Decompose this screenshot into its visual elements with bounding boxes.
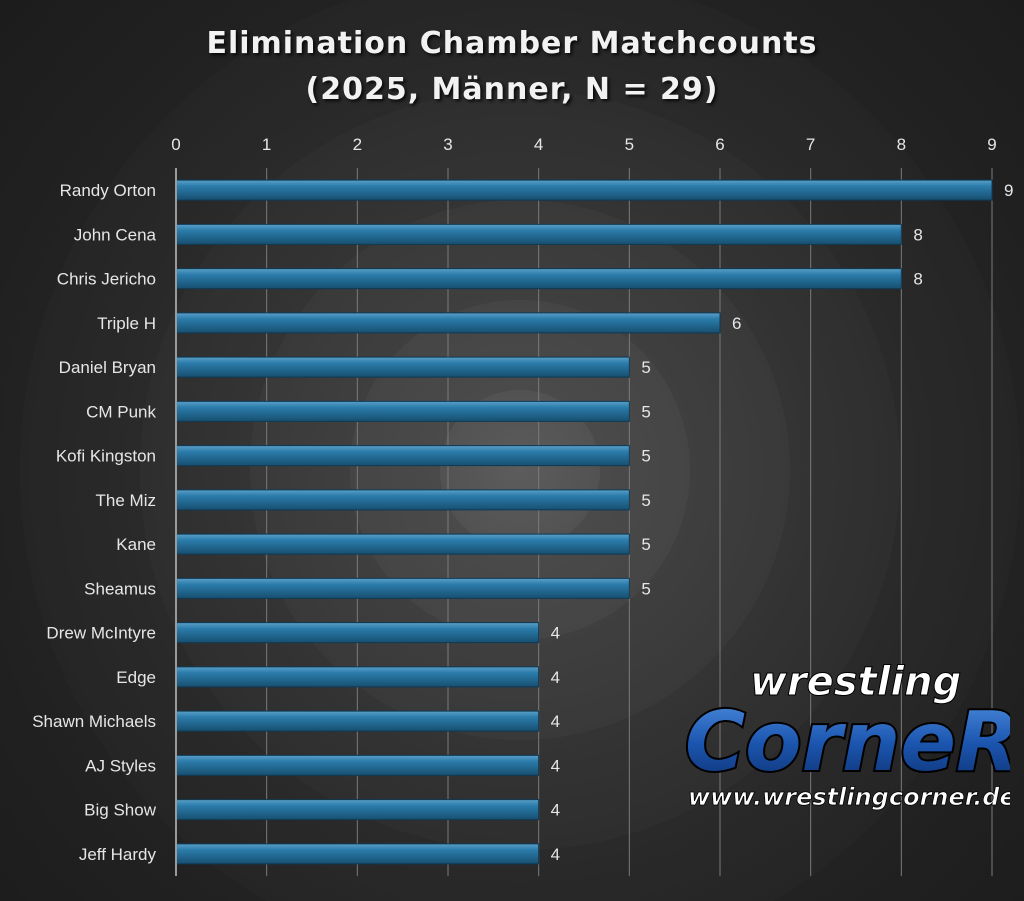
- bar: [175, 799, 540, 821]
- bars: [175, 179, 993, 865]
- category-label: Randy Orton: [60, 181, 156, 200]
- x-tick-label: 7: [806, 135, 815, 154]
- bar: [175, 533, 630, 555]
- category-labels: Randy Orton John Cena Chris Jericho Triple …: [32, 181, 156, 864]
- bar: [175, 666, 540, 688]
- data-label: 4: [551, 624, 560, 643]
- bar: [175, 179, 993, 201]
- category-label: Chris Jericho: [57, 270, 156, 289]
- bar: [175, 489, 630, 511]
- data-labels: 9 8 8 6 5 5 5 5 5 5 4 4 4 4 4 4: [551, 181, 1014, 864]
- category-label: Drew McIntyre: [46, 624, 156, 643]
- chart-title-line-2: (2025, Männer, N = 29): [305, 72, 719, 107]
- category-label: Daniel Bryan: [59, 358, 156, 377]
- x-tick-label: 0: [171, 135, 180, 154]
- category-label: Kane: [116, 535, 156, 554]
- category-label: Shawn Michaels: [32, 712, 156, 731]
- bar: [175, 223, 902, 245]
- bar: [175, 843, 540, 865]
- category-label: Triple H: [97, 314, 156, 333]
- x-tick-label: 5: [625, 135, 634, 154]
- chart-title-line-1: Elimination Chamber Matchcounts: [206, 26, 818, 61]
- data-label: 5: [641, 402, 650, 421]
- bar: [175, 710, 540, 732]
- data-label: 5: [641, 579, 650, 598]
- bar: [175, 312, 721, 334]
- category-label: Sheamus: [84, 579, 156, 598]
- data-label: 9: [1004, 181, 1013, 200]
- x-tick-labels: 0 1 2 3 4 5 6 7 8 9: [171, 135, 996, 154]
- data-label: 6: [732, 314, 741, 333]
- data-label: 4: [551, 712, 560, 731]
- x-tick-label: 8: [897, 135, 906, 154]
- category-label: The Miz: [96, 491, 156, 510]
- data-label: 5: [641, 358, 650, 377]
- data-label: 5: [641, 447, 650, 466]
- category-label: John Cena: [74, 225, 157, 244]
- bar: [175, 268, 902, 290]
- data-label: 5: [641, 491, 650, 510]
- x-tick-label: 3: [443, 135, 452, 154]
- data-label: 5: [641, 535, 650, 554]
- data-label: 4: [551, 756, 560, 775]
- category-label: AJ Styles: [85, 756, 156, 775]
- category-label: Kofi Kingston: [56, 447, 156, 466]
- wrestlingcorner-logo: wrestling CorneR www.wrestlingcorner.de: [683, 659, 1010, 812]
- data-label: 4: [551, 668, 560, 687]
- category-label: Edge: [116, 668, 156, 687]
- x-tick-label: 9: [987, 135, 996, 154]
- x-tick-label: 1: [262, 135, 271, 154]
- logo-wrestling-text: wrestling: [750, 659, 961, 705]
- data-label: 4: [551, 845, 560, 864]
- bar: [175, 754, 540, 776]
- category-label: CM Punk: [86, 402, 156, 421]
- logo-corner-text: CorneR: [685, 695, 1010, 790]
- data-label: 4: [551, 801, 560, 820]
- bar: [175, 577, 630, 599]
- x-tick-label: 4: [534, 135, 543, 154]
- bar: [175, 622, 540, 644]
- data-label: 8: [913, 270, 922, 289]
- x-tick-label: 2: [353, 135, 362, 154]
- bar: [175, 400, 630, 422]
- bar: [175, 356, 630, 378]
- bar: [175, 445, 630, 467]
- category-label: Big Show: [84, 801, 157, 820]
- category-label: Jeff Hardy: [79, 845, 157, 864]
- data-label: 8: [913, 225, 922, 244]
- logo-url-text: www.wrestlingcorner.de: [688, 783, 1010, 811]
- x-tick-label: 6: [715, 135, 724, 154]
